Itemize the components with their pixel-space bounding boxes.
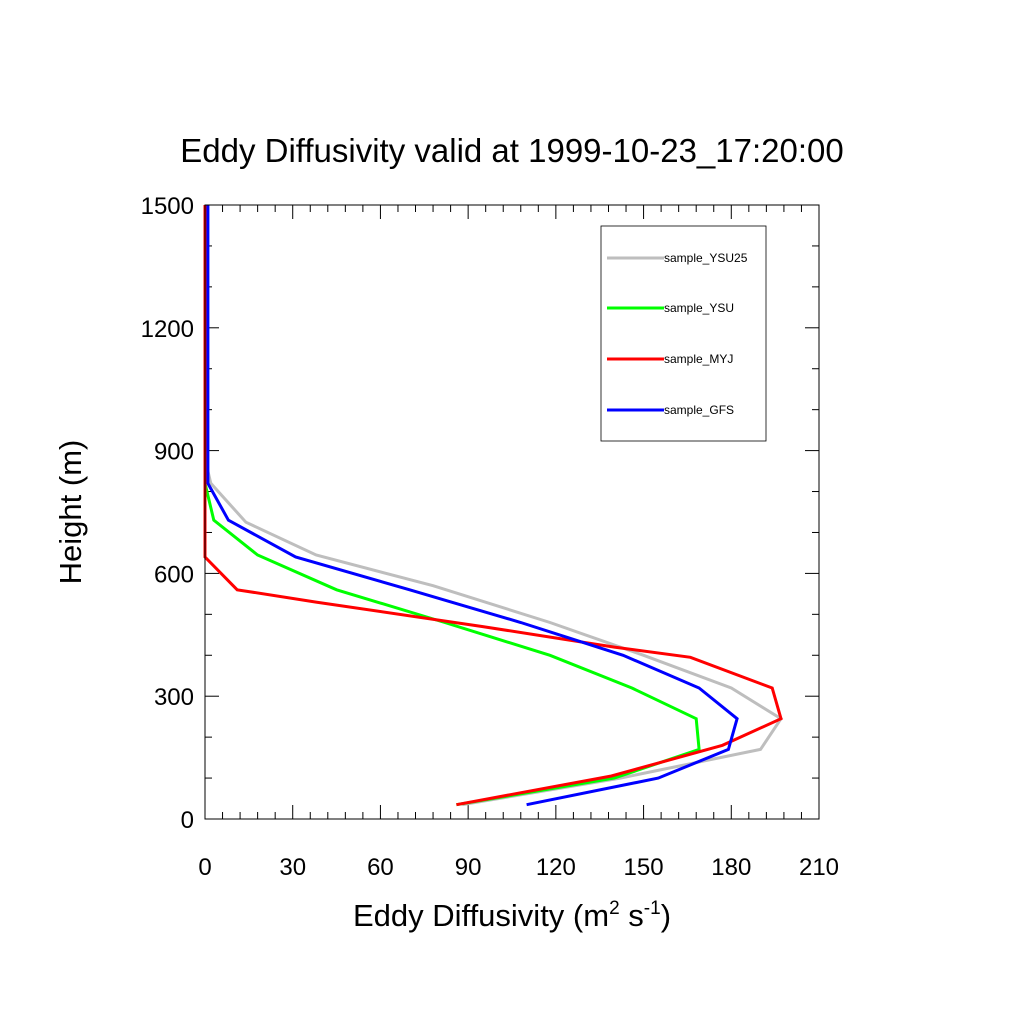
y-tick-label: 1500: [141, 193, 194, 220]
x-tick-label: 0: [198, 854, 211, 881]
x-tick-label: 90: [455, 854, 482, 881]
legend-label-ysu: sample_YSU: [664, 301, 734, 315]
y-tick-label: 1200: [141, 316, 194, 343]
x-axis-label-sup2: -1: [644, 898, 661, 919]
legend-box: [600, 225, 767, 442]
x-tick-label: 210: [799, 854, 839, 881]
y-tick-label: 600: [154, 561, 194, 588]
legend-label-ysu25: sample_YSU25: [664, 251, 748, 265]
x-axis-label-base: Eddy Diffusivity (m: [353, 898, 609, 933]
x-tick-label: 60: [367, 854, 394, 881]
y-tick-label: 900: [154, 439, 194, 466]
x-axis-label-end: ): [661, 898, 671, 933]
y-axis-label: Height (m): [53, 440, 88, 585]
x-tick-label: 180: [711, 854, 751, 881]
plot-frame: [204, 204, 820, 820]
x-axis-label: Eddy Diffusivity (m2 s-1): [353, 898, 671, 933]
chart-title: Eddy Diffusivity valid at 1999-10-23_17:…: [180, 132, 843, 169]
y-tick-label: 0: [181, 807, 194, 834]
y-tick-label: 300: [154, 684, 194, 711]
x-tick-label: 120: [536, 854, 576, 881]
x-axis-label-mid: s: [620, 898, 644, 933]
legend: sample_YSU25 sample_YSU sample_MYJ sampl…: [600, 225, 767, 442]
legend-label-gfs: sample_GFS: [664, 403, 734, 417]
x-tick-label: 150: [624, 854, 664, 881]
x-axis-label-sup1: 2: [609, 898, 620, 919]
x-tick-label: 30: [279, 854, 306, 881]
legend-label-myj: sample_MYJ: [664, 352, 733, 366]
series-line-sample-gfs: [206, 205, 739, 807]
tick-labels: 0 30 60 90 120 150 180 210 0 300 600 900 1200 1500: [141, 193, 839, 881]
